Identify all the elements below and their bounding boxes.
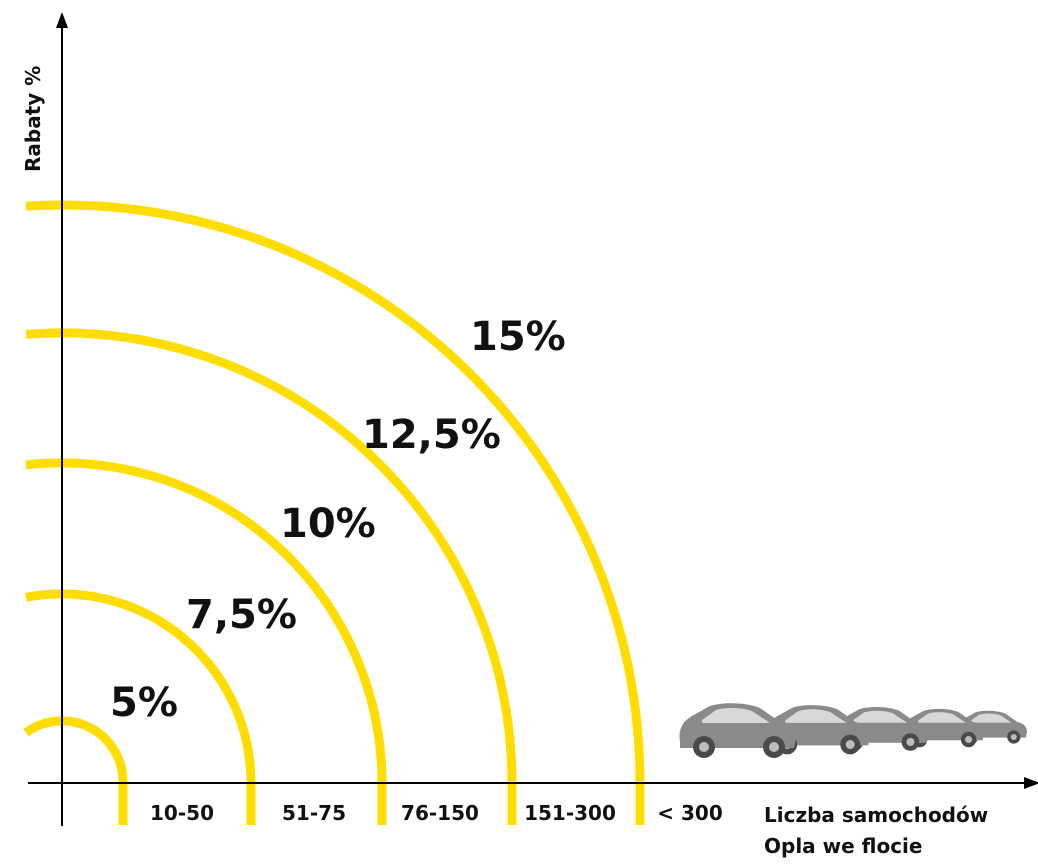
discount-arc-2 bbox=[25, 589, 256, 825]
y-axis-title: Rabaty % bbox=[21, 66, 45, 172]
discount-arc-1 bbox=[23, 716, 128, 825]
discount-arc-3 bbox=[25, 458, 387, 825]
discount-arc-4 bbox=[25, 328, 517, 825]
discount-arcs bbox=[23, 200, 645, 825]
discount-label-5: 15% bbox=[470, 314, 566, 360]
fleet-range-label-2: 51-75 bbox=[282, 801, 346, 825]
fleet-range-label-3: 76-150 bbox=[401, 801, 479, 825]
fleet-range-labels: 10-50 51-75 76-150 151-300 < 300 bbox=[150, 801, 723, 825]
car-icon bbox=[679, 703, 796, 758]
fleet-range-label-4: 151-300 bbox=[524, 801, 616, 825]
discount-labels: 5%7,5% 10% 12,5% 15% bbox=[110, 314, 566, 726]
discount-label-3: 10% bbox=[280, 501, 376, 547]
x-axis-title-line-1: Liczba samochodów bbox=[764, 803, 988, 827]
fleet-range-label-5: < 300 bbox=[657, 801, 722, 825]
discount-label-4: 12,5% bbox=[362, 412, 501, 458]
y-axis-arrow bbox=[56, 12, 68, 28]
x-axis-title-line-2: Opla we flocie bbox=[764, 834, 922, 858]
car-fleet-icon bbox=[679, 703, 1027, 758]
fleet-range-label-1: 10-50 bbox=[150, 801, 214, 825]
discount-label-1: 5% bbox=[110, 680, 178, 726]
discount-arc-5 bbox=[25, 200, 645, 825]
x-axis-arrow bbox=[1024, 777, 1038, 789]
discount-label-2: 7,5% bbox=[186, 592, 297, 638]
